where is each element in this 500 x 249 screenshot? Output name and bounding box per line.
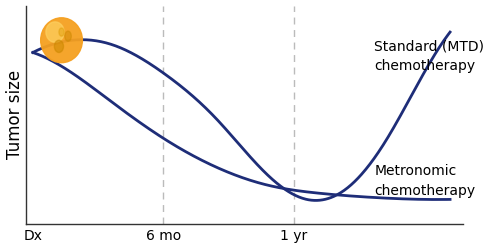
Ellipse shape xyxy=(59,28,64,36)
Text: Standard (MTD)
chemotherapy: Standard (MTD) chemotherapy xyxy=(374,40,484,73)
Ellipse shape xyxy=(54,40,64,53)
Ellipse shape xyxy=(65,31,71,41)
Ellipse shape xyxy=(40,18,82,63)
Y-axis label: Tumor size: Tumor size xyxy=(6,70,24,159)
Text: Metronomic
chemotherapy: Metronomic chemotherapy xyxy=(374,164,476,198)
Ellipse shape xyxy=(46,22,64,42)
